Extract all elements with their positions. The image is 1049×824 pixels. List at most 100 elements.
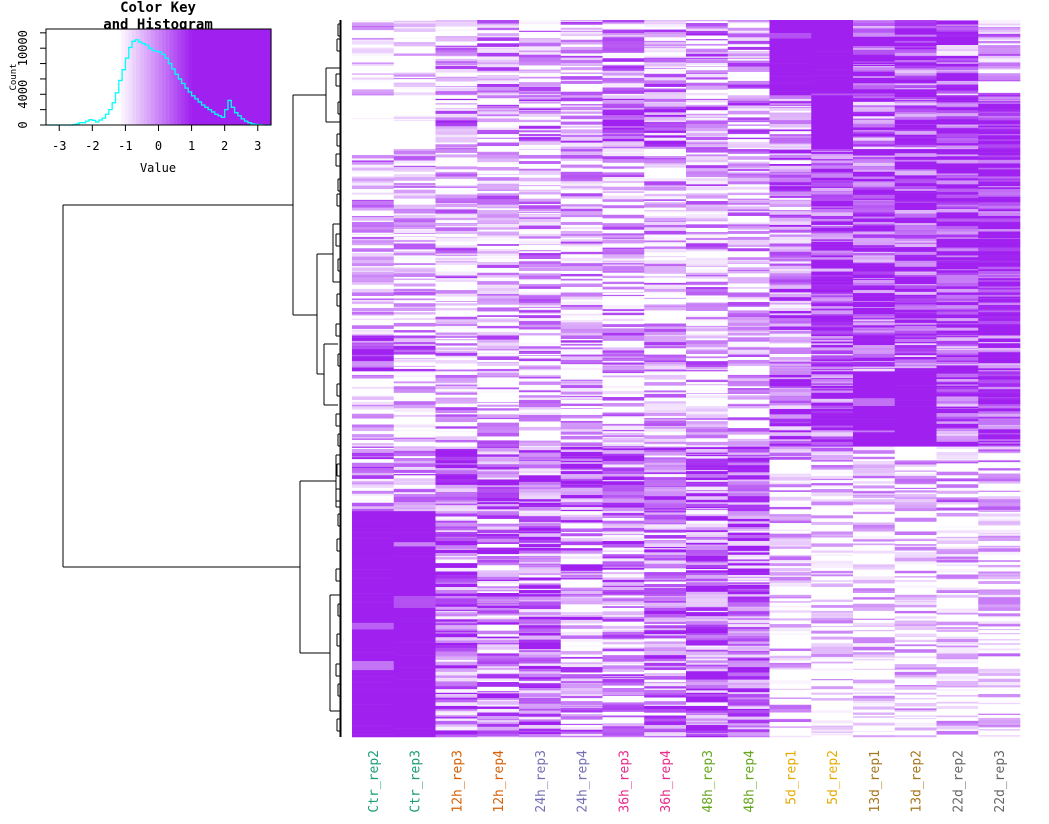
heatmap-cell (477, 534, 519, 537)
heatmap-cell (895, 58, 937, 61)
heatmap-cell (811, 336, 853, 338)
heatmap-cell (394, 169, 436, 172)
heatmap-cell (937, 226, 979, 229)
heatmap-cell (394, 52, 436, 54)
heatmap-cell (644, 115, 686, 117)
heatmap-cell (561, 74, 603, 77)
heatmap-cell (853, 485, 895, 488)
heatmap-cell (728, 399, 770, 403)
heatmap-cell (770, 190, 812, 192)
heatmap-cell (728, 327, 770, 331)
heatmap-cell (770, 583, 812, 586)
heatmap-cell (477, 181, 519, 184)
heatmap-cell (686, 377, 728, 380)
heatmap-cell (811, 154, 853, 156)
heatmap-cell (603, 315, 645, 319)
heatmap-cell (770, 599, 812, 602)
heatmap-cell (394, 362, 436, 365)
heatmap-cell (561, 488, 603, 492)
color-key-swatch (61, 29, 65, 125)
heatmap-cell (603, 544, 645, 548)
heatmap-cell (686, 695, 728, 697)
color-key-swatch (136, 29, 140, 125)
heatmap-cell (644, 107, 686, 110)
heatmap-cell (352, 453, 394, 457)
heatmap-cell (686, 221, 728, 224)
heatmap-cell (352, 373, 394, 376)
heatmap-cell (603, 332, 645, 335)
heatmap-cell (477, 593, 519, 597)
heatmap-cell (477, 244, 519, 246)
heatmap-column-24h_rep4 (561, 20, 603, 737)
heatmap-cell (853, 710, 895, 713)
heatmap-cell (895, 70, 937, 73)
heatmap-cell (644, 34, 686, 38)
heatmap-cell (477, 556, 519, 559)
heatmap-cell (937, 134, 979, 138)
heatmap-cell (561, 421, 603, 423)
heatmap-cell (603, 149, 645, 152)
heatmap-cell (477, 656, 519, 659)
heatmap-cell (394, 439, 436, 442)
heatmap-cell (603, 635, 645, 638)
heatmap-cell (937, 160, 979, 164)
heatmap-cell (686, 80, 728, 83)
heatmap-cell (603, 488, 645, 491)
heatmap-cell (561, 207, 603, 209)
heatmap-cell (728, 585, 770, 588)
heatmap-cell (937, 128, 979, 131)
heatmap-cell (352, 30, 394, 33)
heatmap-cell (519, 319, 561, 321)
heatmap-cell (519, 419, 561, 422)
heatmap-cell (686, 107, 728, 111)
heatmap-cell (603, 669, 645, 672)
heatmap-cell (937, 131, 979, 134)
heatmap-cell (770, 392, 812, 396)
heatmap-cell (728, 723, 770, 726)
heatmap-cell (603, 461, 645, 465)
heatmap-cell (811, 631, 853, 634)
heatmap-cell (937, 244, 979, 247)
heatmap-cell (937, 54, 979, 56)
heatmap-cell (394, 502, 436, 505)
heatmap-cell (811, 448, 853, 452)
heatmap-cell (644, 614, 686, 618)
heatmap-cell (352, 496, 394, 500)
heatmap-cell (853, 435, 895, 439)
heatmap-cell (728, 200, 770, 203)
heatmap-cell (352, 263, 394, 266)
heatmap-cell (436, 161, 478, 165)
heatmap-cell (436, 594, 478, 597)
heatmap-cell (519, 335, 561, 339)
heatmap-cell (728, 524, 770, 528)
heatmap-cell (644, 52, 686, 56)
heatmap-cell (770, 147, 812, 149)
heatmap-cell (770, 436, 812, 439)
heatmap-cell (644, 342, 686, 345)
heatmap-cell (895, 649, 937, 653)
heatmap-cell (686, 131, 728, 133)
heatmap-cell (394, 421, 436, 425)
heatmap-cell (603, 22, 645, 24)
heatmap-cell (728, 126, 770, 128)
heatmap-cell (770, 114, 812, 118)
heatmap-cell (477, 506, 519, 509)
heatmap-cell (644, 494, 686, 497)
heatmap-cell (937, 122, 979, 125)
heatmap-cell (895, 686, 937, 690)
heatmap-cell (644, 394, 686, 398)
heatmap-cell (770, 218, 812, 222)
heatmap-cell (686, 540, 728, 543)
heatmap-cell (561, 347, 603, 349)
heatmap-cell (519, 523, 561, 526)
heatmap-cell (352, 62, 394, 64)
heatmap-cell (811, 237, 853, 240)
heatmap-cell (603, 65, 645, 68)
heatmap-cell (644, 74, 686, 77)
heatmap-cell (686, 389, 728, 393)
heatmap-cell (811, 228, 853, 232)
heatmap-cell (394, 522, 436, 533)
heatmap-cell (644, 169, 686, 172)
heatmap-cell (895, 292, 937, 295)
heatmap-cell (895, 129, 937, 131)
